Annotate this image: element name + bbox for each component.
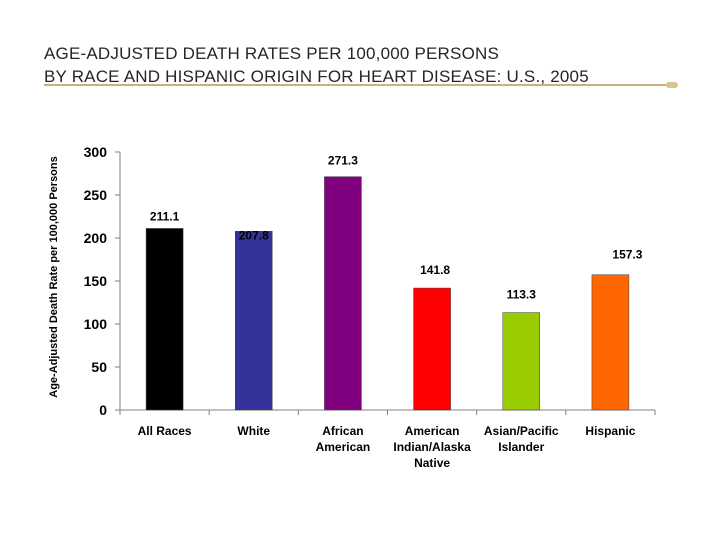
y-tick-label: 250 bbox=[84, 187, 108, 203]
y-axis-title: Age-Adjusted Death Rate per 100,000 Pers… bbox=[48, 156, 60, 397]
y-tick-label: 150 bbox=[84, 273, 108, 289]
bar bbox=[324, 176, 362, 411]
data-label: 113.3 bbox=[507, 288, 537, 302]
data-label: 207.8 bbox=[239, 228, 269, 242]
y-tick-label: 100 bbox=[84, 316, 108, 332]
y-tick-label: 300 bbox=[84, 144, 108, 160]
slide-title: AGE-ADJUSTED DEATH RATES PER 100,000 PER… bbox=[44, 42, 589, 88]
y-tick-label: 200 bbox=[84, 230, 108, 246]
x-tick-label: African American bbox=[316, 424, 371, 454]
x-tick-label: Hispanic bbox=[585, 424, 635, 438]
bar bbox=[591, 274, 630, 411]
x-tick-label: All Races bbox=[138, 424, 192, 438]
y-tick-label: 50 bbox=[91, 359, 107, 375]
data-label: 271.3 bbox=[328, 154, 358, 168]
data-label: 211.1 bbox=[150, 209, 180, 223]
data-label: 141.8 bbox=[420, 263, 450, 277]
data-label: 157.3 bbox=[612, 248, 642, 262]
x-tick-label: American Indian/Alaska Native bbox=[393, 424, 471, 470]
title-line-2: BY RACE AND HISPANIC ORIGIN FOR HEART DI… bbox=[44, 67, 589, 86]
bar bbox=[413, 287, 451, 411]
x-tick-label: White bbox=[237, 424, 270, 438]
title-line-1: AGE-ADJUSTED DEATH RATES PER 100,000 PER… bbox=[44, 44, 500, 63]
title-underline bbox=[44, 82, 678, 88]
bar bbox=[145, 228, 184, 411]
y-tick-label: 0 bbox=[99, 402, 107, 418]
bar bbox=[502, 312, 540, 411]
x-tick-label: Asian/Pacific Islander bbox=[484, 424, 559, 454]
bar bbox=[235, 231, 273, 411]
